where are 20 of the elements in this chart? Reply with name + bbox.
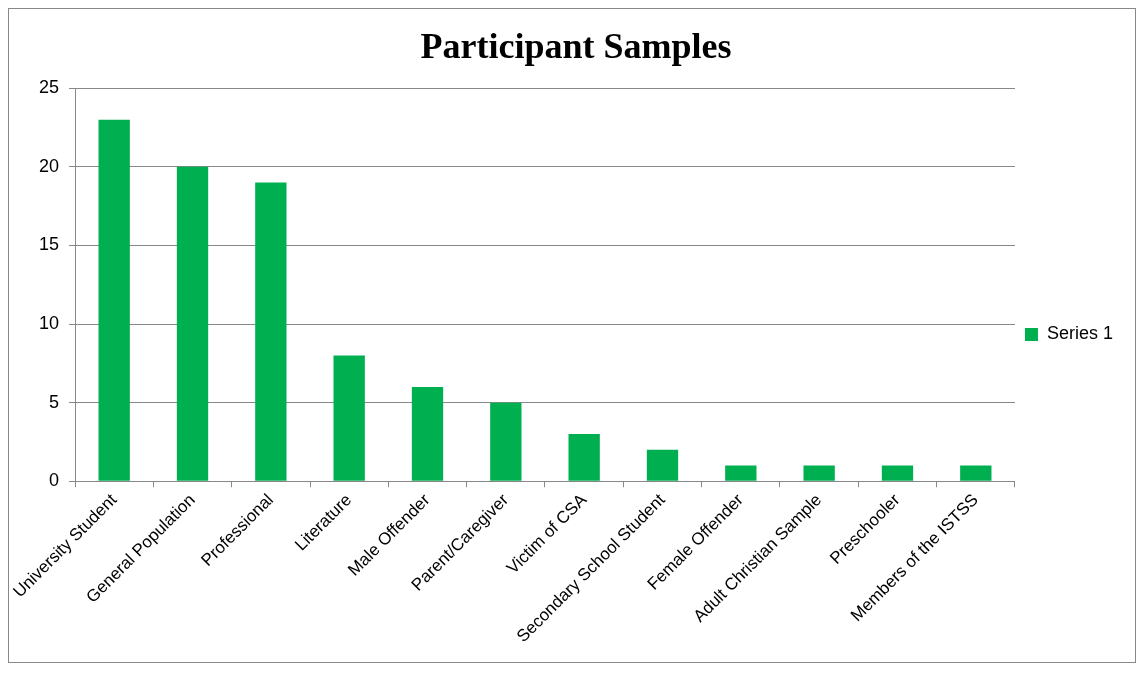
y-tick-label: 20 <box>38 155 60 176</box>
y-tick-label: 0 <box>49 470 60 491</box>
bar <box>411 386 444 481</box>
bar <box>490 402 522 481</box>
chart-title: Participant Samples <box>420 25 732 66</box>
y-tick-label: 5 <box>49 391 60 412</box>
y-tick-label: 25 <box>38 77 60 98</box>
bar <box>176 166 209 481</box>
bar <box>881 465 914 481</box>
y-tick-label: 10 <box>38 312 60 333</box>
bar <box>98 119 130 481</box>
bar <box>333 355 365 481</box>
y-tick-label: 15 <box>38 234 60 255</box>
bar <box>568 434 600 481</box>
bar <box>803 465 835 481</box>
bar <box>255 182 287 481</box>
bar <box>646 449 679 481</box>
legend-label: Series 1 <box>1046 323 1114 344</box>
bar <box>960 465 992 481</box>
bar <box>725 465 757 481</box>
